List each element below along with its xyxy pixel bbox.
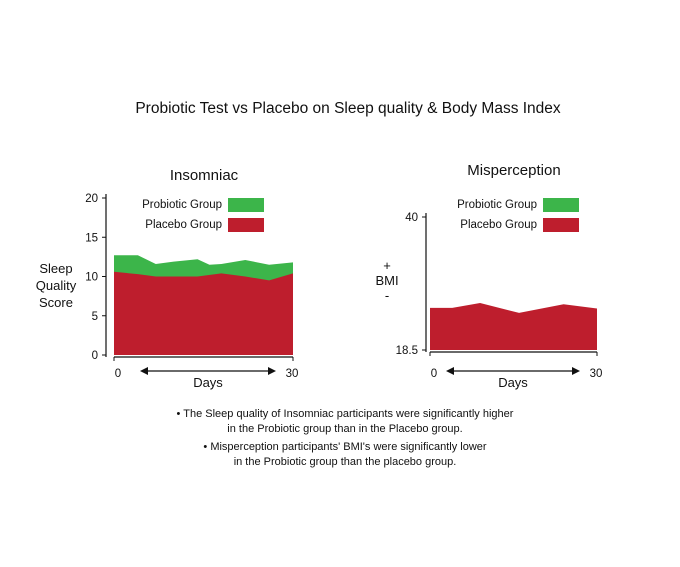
x-tick-label: 0 [431, 368, 437, 380]
y-tick-label: 0 [92, 350, 98, 362]
note-sleep-quality: • The Sleep quality of Insomniac partici… [110, 407, 580, 437]
x-axis-label: Days [498, 375, 528, 390]
note-line: • Misperception participants' BMI's were… [203, 441, 487, 453]
y-axis-label: - [385, 288, 389, 303]
legend-label: Probiotic Group [457, 199, 537, 211]
arrow-left-head [140, 367, 148, 375]
figure-title: Probiotic Test vs Placebo on Sleep quali… [135, 100, 561, 117]
note-line: • The Sleep quality of Insomniac partici… [176, 408, 514, 420]
y-tick-label: 10 [85, 272, 98, 284]
y-tick-label: 5 [92, 311, 98, 323]
legend-swatch-placebo [543, 218, 579, 232]
placebo-area [430, 302, 597, 350]
y-tick-label: 40 [405, 212, 418, 224]
note-line: in the Probiotic group than the placebo … [233, 456, 457, 468]
arrow-right-head [268, 367, 276, 375]
legend-label: Placebo Group [145, 219, 222, 231]
arrow-left-head [446, 367, 454, 375]
y-tick-label: 18.5 [396, 345, 418, 357]
y-axis-label: Sleep [39, 261, 72, 276]
note-line: in the Probiotic group than in the Place… [227, 423, 463, 435]
x-tick-label: 0 [115, 368, 121, 380]
y-axis-label: + [383, 258, 391, 273]
arrow-right-head [572, 367, 580, 375]
x-tick-label: 30 [590, 368, 603, 380]
insomniac-panel: Insomniac 0 5 10 15 20 0 30 Days Sleep Quality Scor… [36, 167, 299, 390]
y-axis-label: Quality [36, 278, 77, 293]
x-axis-label: Days [193, 375, 223, 390]
panel-title: Misperception [467, 162, 560, 179]
legend-label: Probiotic Group [142, 199, 222, 211]
misperception-panel: Misperception 40 18.5 0 30 Days +BMI- Probiotic… [375, 162, 602, 390]
y-tick-label: 20 [85, 193, 98, 205]
legend-swatch-placebo [228, 218, 264, 232]
notes-block: • The Sleep quality of Insomniac partici… [110, 407, 580, 473]
placebo-area [114, 271, 293, 355]
note-bmi: • Misperception participants' BMI's were… [110, 440, 580, 470]
legend-swatch-probiotic [228, 198, 264, 212]
y-tick-label: 15 [85, 232, 98, 244]
legend-label: Placebo Group [460, 219, 537, 231]
legend-swatch-probiotic [543, 198, 579, 212]
y-axis-label: Score [39, 295, 73, 310]
y-axis-label: BMI [375, 273, 398, 288]
panel-title: Insomniac [170, 167, 239, 184]
x-tick-label: 30 [286, 368, 299, 380]
